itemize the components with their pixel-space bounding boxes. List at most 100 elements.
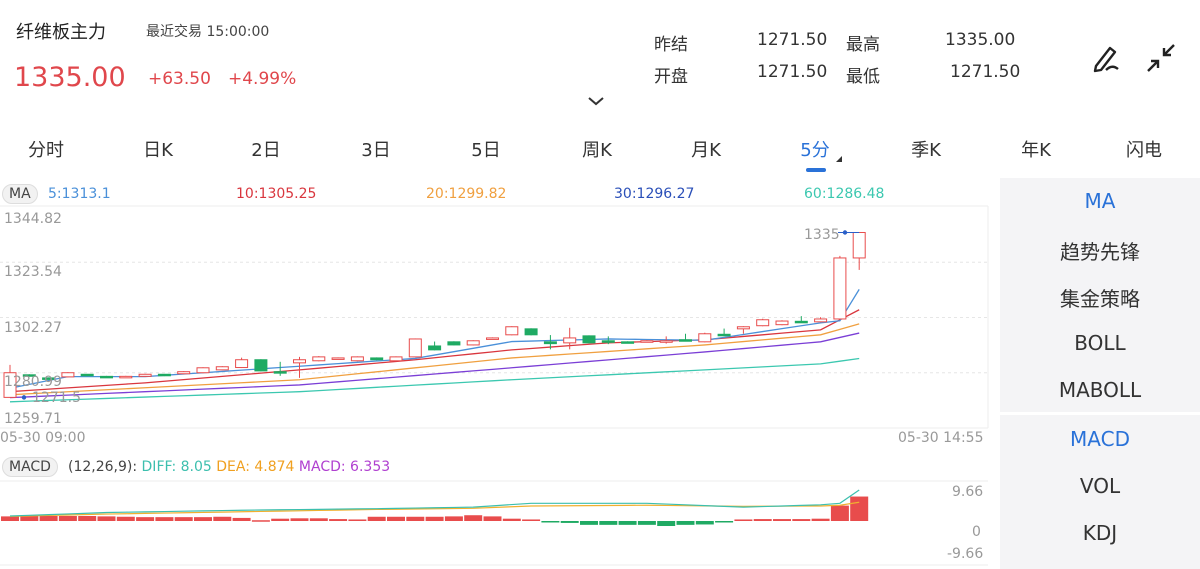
candle-body bbox=[61, 372, 75, 378]
indicator-sub-2[interactable]: KDJ bbox=[1082, 521, 1118, 545]
macd-bar bbox=[773, 519, 791, 521]
macd-params: (12,26,9): bbox=[68, 459, 138, 475]
prev-settle-value: 1271.50 bbox=[757, 30, 828, 50]
tab-2[interactable]: 2日 bbox=[251, 140, 281, 161]
indicator-sub-0[interactable]: MACD bbox=[1070, 427, 1130, 451]
candle-body bbox=[138, 373, 152, 377]
macd-label: MACD: 6.353 bbox=[298, 459, 391, 475]
last-trade: 最近交易 15:00:00 bbox=[146, 21, 269, 41]
ma20-line bbox=[9, 323, 860, 396]
tab-8[interactable]: 季K bbox=[911, 140, 941, 161]
caret-icon[interactable] bbox=[836, 156, 842, 162]
indicator-main-3[interactable]: BOLL bbox=[1074, 331, 1126, 355]
macd-bar bbox=[657, 521, 676, 527]
candle-body bbox=[100, 375, 113, 379]
macd-bar bbox=[502, 518, 521, 521]
candle-body bbox=[447, 341, 461, 346]
low-marker-label: 1271.5 bbox=[32, 390, 81, 406]
indicator-main-1[interactable]: 趋势先锋 bbox=[1060, 240, 1140, 264]
macd-bar bbox=[715, 521, 734, 523]
macd-bar bbox=[734, 519, 753, 521]
macd-bar bbox=[792, 519, 811, 521]
ma60-line bbox=[9, 357, 860, 403]
low-marker-dot bbox=[21, 395, 27, 400]
macd-bar bbox=[1, 516, 19, 521]
macd-bar bbox=[367, 516, 386, 521]
macd-bar bbox=[213, 516, 232, 521]
macd-y-tick: 0 bbox=[972, 524, 981, 540]
candle-body bbox=[293, 359, 306, 364]
ma-chip[interactable]: MA bbox=[2, 184, 38, 204]
pen-draw-icon[interactable] bbox=[1090, 42, 1122, 74]
macd-bar bbox=[850, 496, 869, 521]
candle-body bbox=[659, 340, 673, 343]
candle-body bbox=[215, 366, 229, 371]
macd-bar bbox=[251, 520, 270, 522]
tab-6[interactable]: 月K bbox=[691, 140, 721, 161]
macd-bar bbox=[387, 516, 405, 521]
macd-bar bbox=[599, 521, 618, 525]
candle-body bbox=[852, 231, 866, 259]
candle-body bbox=[331, 357, 345, 360]
candle-body bbox=[157, 373, 171, 377]
candle-body bbox=[775, 320, 789, 326]
candle-body bbox=[756, 319, 770, 327]
macd-bar bbox=[58, 515, 77, 521]
macd-bar bbox=[637, 521, 656, 525]
tab-10[interactable]: 闪电 bbox=[1126, 140, 1162, 161]
macd-bar bbox=[271, 518, 290, 521]
macd-bar bbox=[753, 519, 772, 521]
indicator-main-2[interactable]: 集金策略 bbox=[1060, 287, 1140, 311]
instrument-title: 纤维板主力 bbox=[16, 22, 106, 43]
tab-1[interactable]: 日K bbox=[143, 140, 173, 161]
y-tick: 1344.82 bbox=[4, 211, 62, 227]
candle-body bbox=[408, 338, 422, 358]
macd-bar bbox=[444, 516, 463, 521]
candle-body bbox=[601, 340, 615, 343]
macd-bar bbox=[425, 516, 444, 521]
candle-body bbox=[543, 341, 557, 345]
candle-body bbox=[119, 375, 133, 379]
macd-bar bbox=[811, 518, 830, 521]
candle-body bbox=[273, 371, 287, 374]
macd-bar bbox=[580, 521, 598, 525]
candle-body bbox=[736, 326, 750, 330]
low-label: 最低 bbox=[846, 67, 880, 87]
diff-label: DIFF: 8.05 bbox=[141, 459, 212, 475]
macd-bar bbox=[695, 521, 714, 525]
high-marker-label: 1335 bbox=[804, 227, 840, 243]
open-value: 1271.50 bbox=[757, 62, 828, 82]
price-change-pct: +4.99% bbox=[228, 69, 297, 89]
active-tab-indicator bbox=[806, 168, 826, 172]
indicator-sub-1[interactable]: VOL bbox=[1079, 474, 1121, 498]
candle-body bbox=[350, 356, 364, 362]
chevron-down-icon[interactable] bbox=[586, 95, 606, 107]
diff-line bbox=[9, 489, 860, 517]
tab-4[interactable]: 5日 bbox=[471, 140, 501, 161]
ma10-line bbox=[9, 309, 860, 393]
tab-7[interactable]: 5分 bbox=[800, 140, 830, 161]
indicator-main-0[interactable]: MA bbox=[1084, 189, 1116, 213]
candle-body bbox=[582, 335, 596, 344]
indicator-main-4[interactable]: MABOLL bbox=[1058, 378, 1142, 402]
tab-3[interactable]: 3日 bbox=[361, 140, 391, 161]
macd-y-tick: 9.66 bbox=[952, 484, 984, 500]
tab-5[interactable]: 周K bbox=[582, 140, 612, 161]
x-label-start: 05-30 09:00 bbox=[0, 430, 86, 446]
candle-body bbox=[814, 318, 828, 323]
collapse-arrows-icon[interactable] bbox=[1145, 42, 1177, 74]
last-trade-time: 15:00:00 bbox=[206, 24, 270, 40]
ma30-line bbox=[9, 332, 860, 399]
candle-body bbox=[717, 333, 731, 337]
macd-bar bbox=[830, 505, 849, 521]
candle-body bbox=[698, 333, 712, 343]
open-label: 开盘 bbox=[654, 67, 688, 87]
macd-bar bbox=[348, 519, 367, 521]
tab-0[interactable]: 分时 bbox=[28, 140, 64, 161]
candle-body bbox=[621, 341, 635, 344]
candle-body bbox=[679, 339, 692, 342]
x-label-end: 05-30 14:55 bbox=[898, 430, 984, 446]
macd-chip[interactable]: MACD bbox=[2, 457, 58, 477]
ma10-label: 10:1305.25 bbox=[236, 186, 317, 202]
tab-9[interactable]: 年K bbox=[1021, 140, 1051, 161]
